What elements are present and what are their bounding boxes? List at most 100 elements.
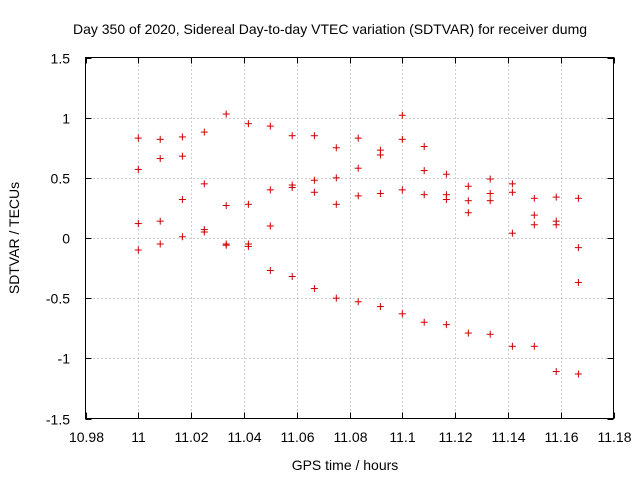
data-point: [486, 197, 494, 205]
data-point: [310, 176, 318, 184]
data-point: [398, 186, 406, 194]
data-point: [266, 186, 274, 194]
data-point: [442, 170, 450, 178]
data-point: [288, 273, 296, 281]
x-tick-label: 11.06: [281, 429, 315, 445]
data-point: [310, 285, 318, 293]
grid-lines: [85, 57, 614, 419]
data-point: [178, 233, 186, 241]
data-point: [376, 151, 384, 159]
data-point: [222, 241, 230, 249]
data-point: [354, 164, 362, 172]
data-point: [442, 195, 450, 203]
data-point: [134, 165, 142, 173]
data-point: [508, 188, 516, 196]
x-axis-label: GPS time / hours: [292, 457, 399, 473]
data-point: [266, 222, 274, 230]
data-point: [398, 111, 406, 119]
data-point: [156, 240, 164, 248]
data-point: [354, 298, 362, 306]
data-point: [244, 120, 252, 128]
data-point: [134, 134, 142, 142]
data-point: [464, 197, 472, 205]
data-point: [530, 211, 538, 219]
data-point: [398, 310, 406, 318]
data-point: [266, 266, 274, 274]
data-point: [464, 329, 472, 337]
y-tick-label: -0.5: [46, 291, 70, 307]
data-point: [200, 228, 208, 236]
x-tick-label: 11.12: [439, 429, 473, 445]
data-point: [310, 132, 318, 140]
plot-frame: [85, 57, 614, 419]
y-tick-label: 1.5: [51, 51, 71, 67]
x-tick-label: 11.16: [545, 429, 579, 445]
x-tick-label: 11.14: [492, 429, 526, 445]
data-point: [574, 279, 582, 287]
data-point: [398, 135, 406, 143]
data-points: [134, 110, 582, 378]
y-axis-label: SDTVAR / TECUs: [6, 182, 22, 294]
data-point: [354, 134, 362, 142]
data-point: [574, 244, 582, 252]
data-point: [552, 221, 560, 229]
data-point: [222, 202, 230, 210]
data-point: [332, 174, 340, 182]
x-tick-label: 11.04: [228, 429, 262, 445]
x-tick-label: 10.98: [69, 429, 104, 445]
data-point: [486, 330, 494, 338]
data-point: [178, 133, 186, 141]
data-point: [200, 128, 208, 136]
y-tick-label: 0.5: [51, 171, 71, 187]
data-point: [530, 194, 538, 202]
data-point: [178, 152, 186, 160]
data-point: [288, 132, 296, 140]
data-point: [530, 342, 538, 350]
x-tick-label: 11: [131, 429, 146, 445]
data-point: [156, 135, 164, 143]
data-point: [552, 193, 560, 201]
data-point: [574, 194, 582, 202]
chart-title: Day 350 of 2020, Sidereal Day-to-day VTE…: [73, 21, 587, 37]
data-point: [134, 246, 142, 254]
x-tick-labels: 10.98 11 11.02 11.04 11.06 11.08 11.1 11.12 11.1…: [69, 429, 632, 445]
data-point: [464, 209, 472, 217]
data-point: [332, 200, 340, 208]
data-point: [574, 370, 582, 378]
data-point: [288, 183, 296, 191]
data-point: [354, 192, 362, 200]
x-tick-label: 11.1: [389, 429, 415, 445]
x-tick-label: 11.02: [175, 429, 209, 445]
y-tick-label: -1.5: [46, 412, 70, 428]
data-point: [200, 180, 208, 188]
data-point: [486, 175, 494, 183]
data-point: [420, 191, 428, 199]
data-point: [508, 180, 516, 188]
data-point: [178, 195, 186, 203]
data-point: [552, 368, 560, 376]
data-point: [332, 294, 340, 302]
data-point: [442, 321, 450, 329]
data-point: [420, 143, 428, 151]
data-point: [376, 303, 384, 311]
x-tick-label: 11.18: [598, 429, 632, 445]
data-point: [508, 342, 516, 350]
data-point: [156, 155, 164, 163]
data-point: [244, 242, 252, 250]
axis-ticks: [85, 57, 615, 420]
data-point: [156, 217, 164, 225]
data-point: [134, 220, 142, 228]
y-tick-label: 1: [62, 111, 70, 127]
data-point: [464, 182, 472, 190]
data-point: [266, 122, 274, 130]
x-tick-label: 11.08: [334, 429, 368, 445]
y-tick-label: -1: [58, 351, 71, 367]
data-point: [332, 144, 340, 152]
data-point: [508, 229, 516, 237]
data-point: [420, 318, 428, 326]
y-tick-labels: 1.5 1 0.5 0 -0.5 -1 -1.5: [46, 51, 70, 428]
data-point: [530, 221, 538, 229]
data-point: [376, 189, 384, 197]
data-point: [310, 188, 318, 196]
